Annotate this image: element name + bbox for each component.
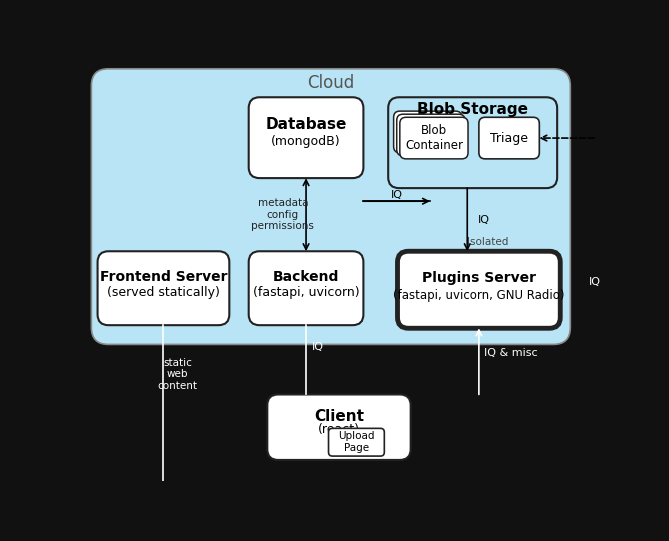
FancyBboxPatch shape [397,114,465,156]
FancyBboxPatch shape [98,251,229,325]
Text: Plugins Server: Plugins Server [422,271,536,285]
Text: Cloud: Cloud [307,74,355,91]
Text: IQ: IQ [589,277,601,287]
FancyBboxPatch shape [92,69,571,345]
Text: Client: Client [314,408,364,424]
Text: Triage: Triage [490,131,528,144]
Text: Blob
Container: Blob Container [405,124,463,152]
Text: Isolated: Isolated [468,237,509,247]
FancyBboxPatch shape [268,394,411,460]
Text: (mongodB): (mongodB) [271,135,341,148]
FancyBboxPatch shape [328,428,384,456]
Text: (served statically): (served statically) [107,286,220,299]
Text: (react): (react) [318,424,360,437]
FancyBboxPatch shape [400,117,468,159]
Text: IQ & misc: IQ & misc [484,348,537,358]
Text: Blob Storage: Blob Storage [417,102,528,117]
FancyBboxPatch shape [249,97,363,178]
FancyBboxPatch shape [393,111,462,153]
FancyBboxPatch shape [249,251,363,325]
Text: Frontend Server: Frontend Server [100,269,227,283]
Text: Backend: Backend [273,269,339,283]
Text: IQ: IQ [312,342,324,352]
FancyBboxPatch shape [388,97,557,188]
Text: (fastapi, uvicorn): (fastapi, uvicorn) [253,286,359,299]
Text: IQ: IQ [391,190,403,200]
Text: metadata
config
permissions: metadata config permissions [252,198,314,232]
FancyBboxPatch shape [397,251,560,328]
Text: (fastapi, uvicorn, GNU Radio): (fastapi, uvicorn, GNU Radio) [393,289,565,302]
Text: static
web
content: static web content [157,358,197,391]
Text: Upload
Page: Upload Page [338,431,375,453]
FancyBboxPatch shape [479,117,539,159]
Text: Database: Database [266,117,347,133]
Text: IQ: IQ [478,215,490,225]
